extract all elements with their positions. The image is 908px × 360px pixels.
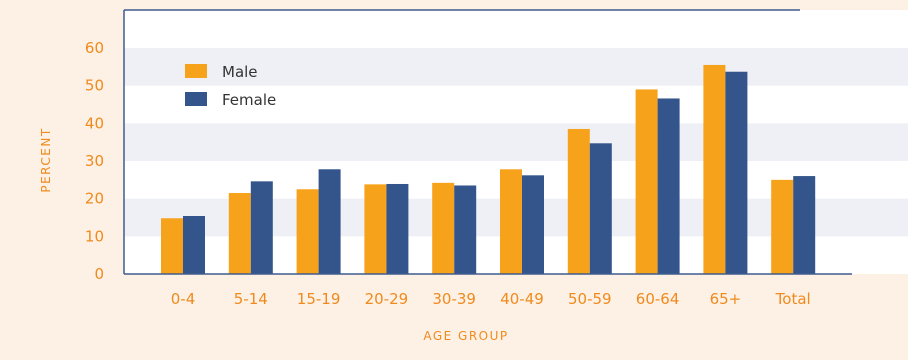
bar-female-total xyxy=(793,176,816,274)
bar-female-5-14 xyxy=(250,181,273,274)
bar-female-30-39 xyxy=(454,185,477,274)
x-tick-label: 15-19 xyxy=(297,290,341,308)
x-tick-label: 20-29 xyxy=(365,290,409,308)
x-tick-labels: 0-4 5-14 15-19 20-29 30-39 40-49 50-59 60-64 65+… xyxy=(171,290,811,308)
bar-male-40-49 xyxy=(500,169,522,274)
bar-male-total xyxy=(771,179,794,274)
grid-band xyxy=(124,48,908,86)
y-tick-label: 40 xyxy=(85,114,104,132)
bar-female-20-29 xyxy=(386,183,409,274)
y-tick-label: 50 xyxy=(85,77,104,95)
legend-swatch-male xyxy=(185,64,207,78)
bar-female-15-19 xyxy=(318,169,341,274)
bar-female-50-59 xyxy=(589,143,612,274)
x-tick-label: 40-49 xyxy=(500,290,544,308)
bars xyxy=(161,64,816,275)
bar-female-60-64 xyxy=(657,98,680,275)
x-tick-label: 5-14 xyxy=(234,290,268,308)
bar-male-0-4 xyxy=(161,218,183,274)
y-tick-label: 20 xyxy=(85,190,104,208)
legend-label-male: Male xyxy=(222,63,258,81)
y-axis-title: PERCENT xyxy=(39,127,53,192)
x-tick-label: 0-4 xyxy=(171,290,196,308)
bar-male-30-39 xyxy=(432,182,455,274)
legend: Male Female xyxy=(185,63,276,109)
y-tick-label: 0 xyxy=(94,265,104,283)
bar-male-20-29 xyxy=(364,184,387,274)
legend-label-female: Female xyxy=(222,91,276,109)
bar-male-50-59 xyxy=(567,128,590,274)
x-tick-label: Total xyxy=(775,290,811,308)
bar-male-65+ xyxy=(703,64,726,274)
x-tick-label: 50-59 xyxy=(568,290,612,308)
y-tick-label: 10 xyxy=(85,227,104,245)
bar-female-40-49 xyxy=(522,175,544,274)
x-tick-label: 60-64 xyxy=(636,290,680,308)
bar-male-60-64 xyxy=(635,89,658,274)
x-tick-label: 65+ xyxy=(710,290,742,308)
bar-female-0-4 xyxy=(183,215,205,274)
y-tick-label: 60 xyxy=(85,39,104,57)
y-tick-labels: 0 10 20 30 40 50 60 xyxy=(85,39,104,283)
y-tick-label: 30 xyxy=(85,152,104,170)
x-tick-label: 30-39 xyxy=(432,290,476,308)
legend-swatch-female xyxy=(185,92,207,106)
grid-band xyxy=(124,123,908,161)
bar-male-15-19 xyxy=(296,189,319,274)
x-axis-title: AGE GROUP xyxy=(423,329,508,343)
bar-female-65+ xyxy=(725,71,748,274)
bar-male-5-14 xyxy=(228,193,251,274)
